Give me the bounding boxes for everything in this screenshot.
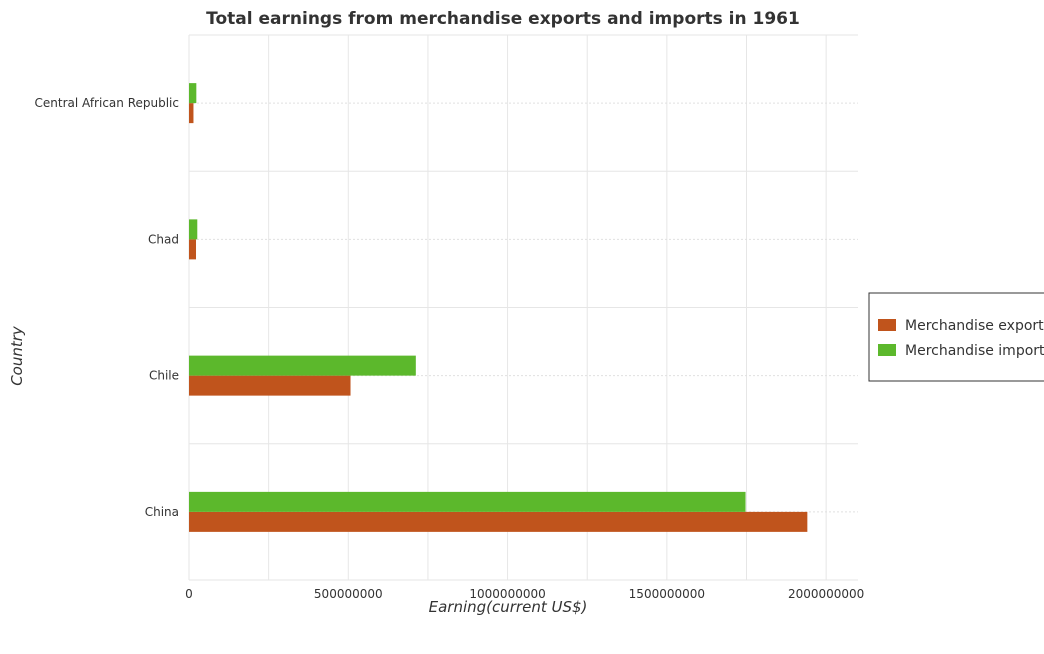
legend: Merchandise exports Merchandise imports	[868, 292, 1044, 382]
bar-imports-central-african-republic	[189, 83, 197, 104]
y-axis-label: Country	[8, 325, 26, 386]
legend-box	[868, 292, 1044, 382]
bar-imports-chile	[189, 355, 416, 376]
bar-exports-chad	[189, 239, 197, 260]
y-tick-label: Chile	[149, 369, 179, 383]
bar-exports-central-african-republic	[189, 103, 194, 124]
x-tick-label: 1000000000	[469, 587, 545, 601]
bar-exports-china	[189, 511, 808, 532]
x-tick-label: 1500000000	[629, 587, 705, 601]
legend-label-imports: Merchandise imports	[905, 343, 1044, 359]
x-axis-label: Earning(current US$)	[429, 598, 588, 616]
legend-swatch-exports	[878, 319, 896, 331]
x-tick-label: 500000000	[314, 587, 383, 601]
y-tick-label: Central African Republic	[35, 96, 179, 110]
bar-exports-chile	[189, 375, 351, 396]
x-tick-label: 0	[185, 587, 193, 601]
x-tick-labels: 0 500000000 1000000000 1500000000 2000000000	[185, 587, 864, 601]
chart-title: Total earnings from merchandise exports …	[206, 9, 800, 29]
y-tick-label: Chad	[148, 232, 179, 246]
bars	[189, 83, 808, 532]
legend-swatch-imports	[878, 344, 896, 356]
y-tick-labels: Central African Republic Chad Chile China	[35, 96, 179, 519]
legend-label-exports: Merchandise exports	[905, 318, 1044, 334]
grid-lines	[188, 34, 858, 581]
bar-imports-chad	[189, 219, 198, 240]
x-tick-label: 2000000000	[788, 587, 864, 601]
bar-imports-china	[189, 491, 746, 512]
y-tick-label: China	[145, 505, 179, 519]
